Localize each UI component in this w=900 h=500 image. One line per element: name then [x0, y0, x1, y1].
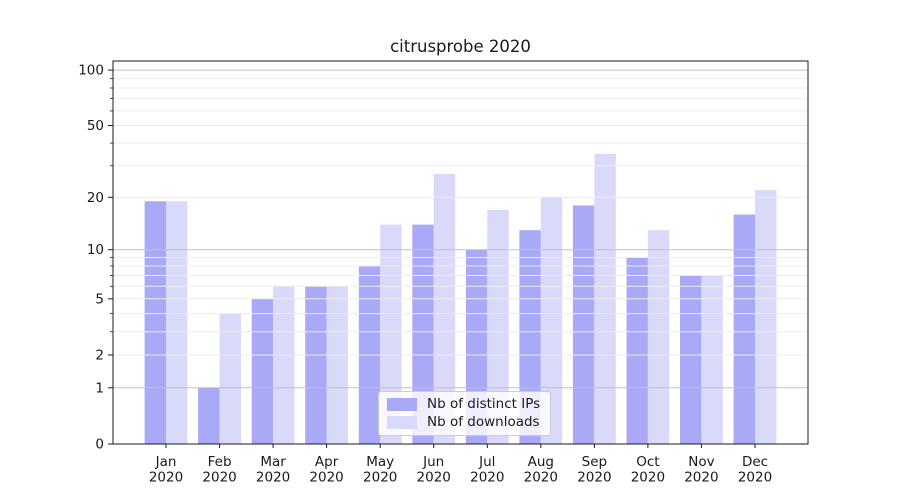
x-tick-label: Sep 2020: [577, 454, 611, 486]
bar-ips-Apr-2020: [305, 286, 327, 444]
y-tick-label: 10: [87, 242, 104, 258]
legend-item-downloads: Nb of downloads: [387, 415, 540, 430]
bar-downloads-Dec-2020: [755, 190, 777, 444]
bar-downloads-Jun-2020: [433, 174, 456, 444]
bar-downloads-Feb-2020: [219, 313, 241, 444]
bar-downloads-Apr-2020: [326, 286, 348, 444]
x-tick-label: Apr 2020: [309, 454, 343, 486]
x-tick-label: Aug 2020: [524, 454, 558, 486]
gridlines-layer: [113, 69, 808, 389]
x-tick-label: Jan 2020: [149, 454, 183, 486]
bar-ips-Jun-2020: [412, 224, 434, 444]
y-tick-label: 0: [95, 437, 104, 453]
bar-downloads-Jan-2020: [166, 201, 188, 444]
bar-ips-Oct-2020: [626, 257, 648, 444]
legend: Nb of distinct IPs Nb of downloads: [378, 391, 552, 436]
x-tick-label: Nov 2020: [684, 454, 718, 486]
y-axis: 0 1 2 5 10 20 50 100: [78, 63, 113, 453]
bar-downloads-Oct-2020: [647, 230, 670, 444]
x-tick-label: Jul 2020: [470, 454, 504, 486]
bar-ips-Aug-2020: [519, 230, 541, 444]
legend-item-distinct-ips: Nb of distinct IPs: [387, 397, 540, 412]
y-tick-label: 1: [95, 380, 104, 396]
bar-ips-Sep-2020: [572, 205, 595, 444]
bar-ips-Nov-2020: [680, 275, 702, 444]
bar-ips-Dec-2020: [733, 214, 755, 444]
x-tick-label: Feb 2020: [202, 454, 236, 486]
bar-ips-Jan-2020: [144, 201, 166, 444]
x-tick-label: Mar 2020: [256, 454, 290, 486]
chart-title: citrusprobe 2020: [390, 37, 531, 56]
bar-downloads-May-2020: [380, 224, 402, 444]
y-tick-label: 20: [87, 190, 104, 206]
bar-ips-Mar-2020: [251, 298, 274, 444]
bar-downloads-Jul-2020: [487, 209, 509, 444]
bar-downloads-Nov-2020: [701, 275, 723, 444]
bar-downloads-Aug-2020: [540, 197, 563, 444]
legend-label: Nb of distinct IPs: [427, 396, 541, 412]
x-tick-label: May 2020: [363, 454, 397, 486]
x-tick-label: Jun 2020: [417, 454, 451, 486]
y-tick-label: 5: [95, 291, 104, 307]
legend-swatch-distinct-ips: [387, 398, 417, 411]
legend-label: Nb of downloads: [427, 414, 540, 430]
y-tick-label: 50: [87, 118, 104, 134]
y-tick-label: 2: [95, 348, 104, 364]
x-axis: Jan 2020 Feb 2020 Mar 2020 Apr 2020 May 2020 Jun 20…: [149, 444, 772, 486]
x-tick-label: Oct 2020: [631, 454, 665, 486]
plot-border: [112, 60, 809, 445]
legend-swatch-downloads: [387, 416, 417, 429]
bar-downloads-Mar-2020: [273, 286, 295, 444]
bar-ips-Feb-2020: [198, 387, 220, 444]
x-tick-label: Dec 2020: [738, 454, 772, 486]
y-tick-label: 100: [78, 63, 104, 79]
